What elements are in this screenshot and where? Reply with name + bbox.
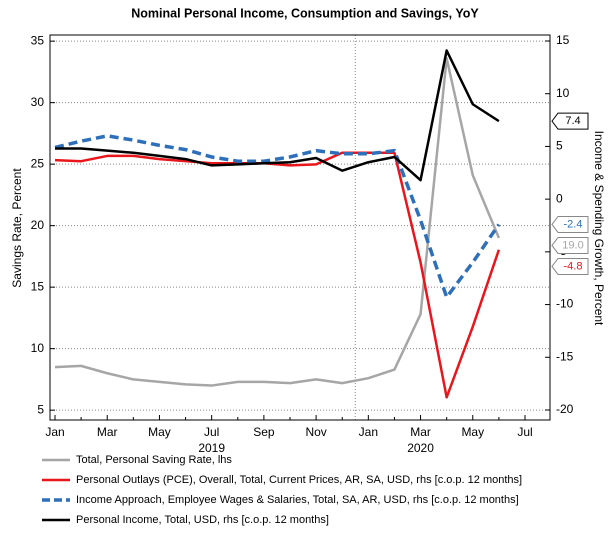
year-label: 2019 bbox=[198, 441, 225, 455]
y2-axis-label: Income & Spending Growth, Percent bbox=[592, 131, 606, 326]
y2-tick-label: -10 bbox=[556, 297, 574, 311]
y-axis-label: Savings Rate, Percent bbox=[10, 168, 24, 288]
series-line bbox=[55, 49, 500, 182]
value-label: -4.8 bbox=[564, 260, 583, 272]
y2-tick-label: 5 bbox=[556, 139, 563, 153]
value-callout bbox=[551, 257, 589, 275]
legend-label: Personal Outlays (PCE), Overall, Total, … bbox=[76, 474, 522, 486]
x-tick-label: Mar bbox=[97, 425, 118, 439]
value-callout bbox=[551, 236, 589, 254]
x-tick-label: May bbox=[148, 425, 171, 439]
series-line bbox=[54, 151, 501, 399]
legend-label: Total, Personal Saving Rate, lhs bbox=[76, 454, 232, 466]
x-tick-label: Jul bbox=[204, 425, 219, 439]
plot-frame bbox=[49, 34, 551, 421]
y-tick-label: 25 bbox=[31, 156, 45, 170]
value-label: -2.4 bbox=[564, 218, 583, 230]
year-label: 2020 bbox=[407, 441, 434, 455]
legend-label: Personal Income, Total, USD, rhs [c.o.p.… bbox=[76, 514, 329, 526]
value-label: 19.0 bbox=[562, 239, 583, 251]
x-tick-label: Jul bbox=[517, 425, 532, 439]
y-tick-label: 10 bbox=[31, 341, 45, 355]
x-tick-label: Jan bbox=[45, 425, 64, 439]
y-tick-label: 5 bbox=[37, 402, 44, 416]
value-callout bbox=[551, 112, 589, 130]
x-tick-label: Mar bbox=[410, 425, 431, 439]
y2-tick-label: 10 bbox=[556, 86, 570, 100]
y2-tick-label: 0 bbox=[556, 191, 563, 205]
series-line bbox=[54, 134, 501, 299]
x-tick-label: Nov bbox=[305, 425, 326, 439]
y2-tick-label: -20 bbox=[556, 402, 574, 416]
y-tick-label: 30 bbox=[31, 95, 45, 109]
x-tick-label: Sep bbox=[253, 425, 275, 439]
x-tick-label: May bbox=[461, 425, 484, 439]
legend-label: Income Approach, Employee Wages & Salari… bbox=[76, 494, 519, 506]
y2-tick-label: 15 bbox=[556, 33, 570, 47]
chart-title: Nominal Personal Income, Consumption and… bbox=[131, 6, 479, 20]
y2-tick-label: -15 bbox=[556, 349, 574, 363]
y-tick-label: 20 bbox=[31, 218, 45, 232]
value-label: 7.4 bbox=[565, 115, 580, 127]
value-callout bbox=[551, 215, 589, 233]
x-tick-label: Jan bbox=[359, 425, 378, 439]
y-tick-label: 15 bbox=[31, 279, 45, 293]
series-line bbox=[54, 57, 501, 387]
y-tick-label: 35 bbox=[31, 33, 45, 47]
